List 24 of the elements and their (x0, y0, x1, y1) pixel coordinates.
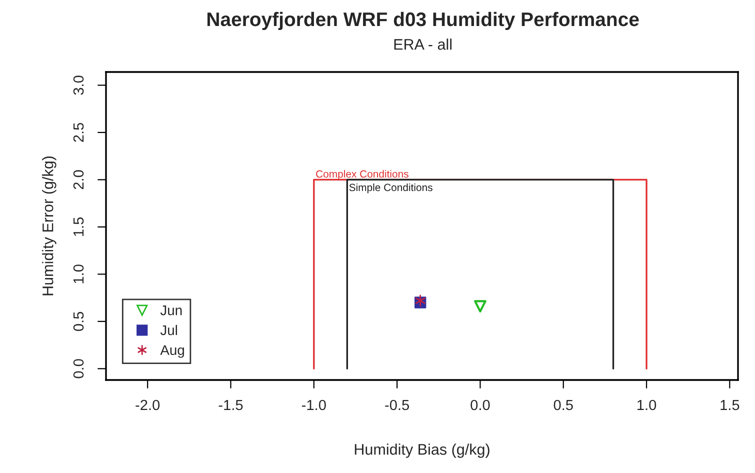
y-tick-label: 1.5 (73, 217, 84, 236)
x-tick-label: -1.5 (218, 400, 243, 410)
x-tick-label: 1.0 (638, 400, 656, 410)
x-axis-title: Humidity Bias (g/kg) (354, 444, 490, 458)
legend-label: Jun (160, 306, 182, 316)
chart-title: Naeroyfjorden WRF d03 Humidity Performance (207, 12, 639, 30)
legend-label: Aug (160, 345, 184, 358)
y-tick-label: 1.0 (73, 264, 84, 284)
x-tick-label: -2.0 (136, 400, 160, 410)
x-tick-label: -1.0 (302, 400, 326, 410)
x-tick-label: -0.5 (385, 400, 410, 410)
y-tick-label: 2.5 (73, 122, 84, 142)
series-label: Complex Conditions (316, 170, 408, 180)
y-axis-title: Humidity Error (g/kg) (42, 156, 56, 296)
y-tick-label: 0.0 (73, 359, 84, 378)
y-tick-label: 3.0 (73, 76, 84, 95)
x-tick-label: 1.5 (720, 400, 740, 410)
series-label: Simple Conditions (349, 183, 432, 194)
y-tick-label: 2.0 (73, 170, 84, 190)
legend-label: Jul (160, 324, 177, 336)
x-tick-label: 0.5 (554, 400, 573, 410)
x-tick-label: 0.0 (470, 400, 490, 410)
y-tick-label: 0.5 (73, 312, 84, 331)
chart-subtitle: ERA - all (394, 38, 452, 50)
